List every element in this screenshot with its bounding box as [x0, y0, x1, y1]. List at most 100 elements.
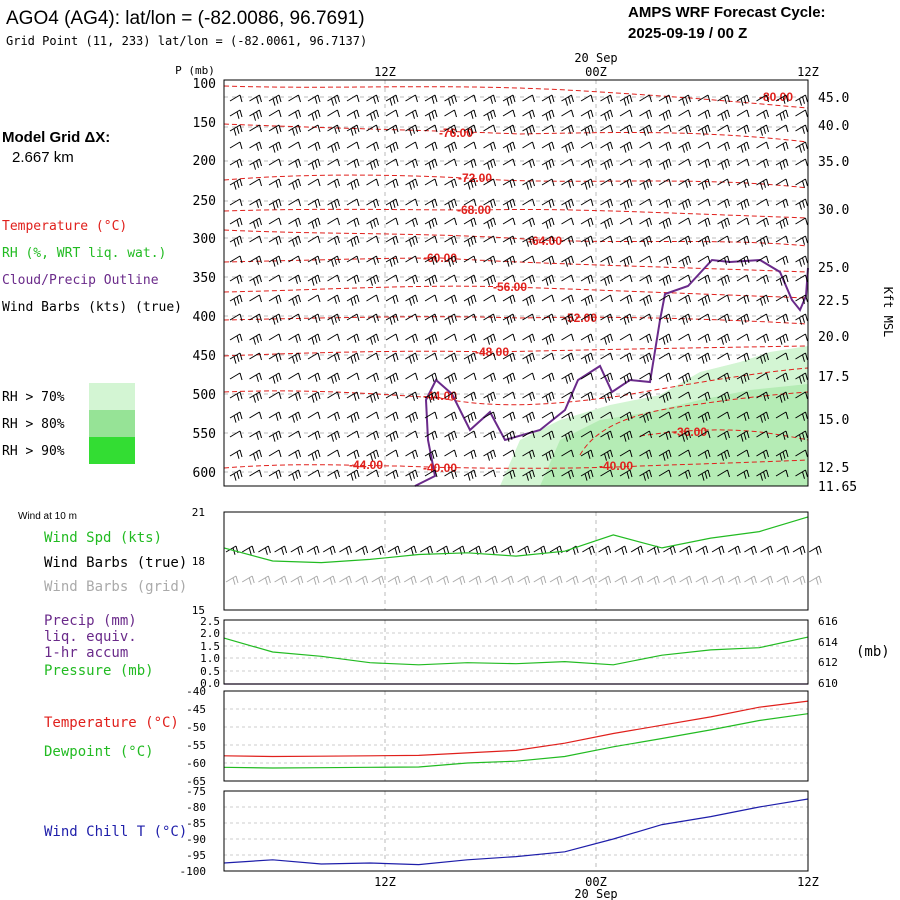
wind-barb	[366, 178, 379, 187]
wind-barb	[619, 313, 633, 325]
wind-barb	[346, 109, 360, 119]
bottom-tick-12z-b: 12Z	[797, 875, 819, 889]
wind-barb	[717, 178, 730, 187]
top-tick-12z-b: 12Z	[797, 65, 819, 79]
wind-barb	[483, 430, 496, 440]
wind-barb	[697, 255, 711, 264]
wind-barb	[600, 274, 613, 286]
windchill-series	[223, 798, 809, 866]
wind-barb	[327, 274, 340, 283]
wind-barb	[229, 352, 243, 364]
wind-barb	[795, 124, 808, 134]
wind-barb	[307, 333, 321, 345]
wind-barb	[639, 294, 652, 306]
wind-barb	[229, 198, 243, 207]
wind-barb	[795, 430, 808, 442]
rh-legend: RH > 70% RH > 80% RH > 90%	[2, 383, 135, 464]
wind-barb-true	[630, 545, 644, 555]
pressure-axis-title: P (mb)	[175, 64, 215, 77]
wind-barb	[424, 449, 438, 461]
contour-48	[223, 345, 809, 357]
precip-label-3: 1-hr accum	[44, 645, 128, 661]
wind-barb	[444, 391, 457, 400]
wind-barb	[600, 235, 613, 244]
contour-label-44: -44.00	[423, 389, 457, 403]
wind-barb-grid	[598, 575, 612, 585]
wind-barb	[346, 294, 360, 306]
wind-barb	[795, 274, 808, 283]
wind-barb	[502, 294, 516, 304]
wind-barb-true	[744, 545, 757, 555]
wind-barb	[697, 294, 711, 306]
wind-frame	[223, 511, 809, 611]
wind-barb	[541, 94, 555, 104]
wind-barb	[639, 158, 652, 168]
wind-barb	[444, 294, 457, 304]
wind-barb	[463, 333, 477, 343]
wind-barb	[756, 158, 769, 168]
wind-barb-true	[290, 545, 304, 555]
rh90-swatch	[89, 437, 135, 464]
wind-barb	[619, 391, 633, 400]
wind-barb	[600, 178, 613, 187]
wind-barb	[307, 178, 321, 187]
p-tick-550: 550	[193, 427, 216, 442]
wind-barb	[619, 255, 633, 267]
wind-barb	[346, 333, 360, 343]
wind-barb	[756, 109, 769, 119]
wind-barb	[678, 274, 691, 283]
wind-barb-true	[598, 545, 612, 555]
temp-tick-65: -65	[186, 775, 206, 788]
wind-barb	[463, 124, 477, 136]
wind-barb	[483, 294, 496, 303]
wind-barb	[697, 274, 711, 284]
wind-barb	[424, 141, 438, 151]
wind-barb	[561, 411, 574, 421]
wind-barb	[541, 469, 555, 478]
wind-barb	[639, 94, 652, 103]
wind-barb	[678, 469, 691, 479]
wind-barb	[463, 449, 477, 459]
pressure-label: Pressure (mb)	[44, 663, 154, 679]
precip-series	[223, 636, 809, 685]
wind-barb-grid	[744, 575, 757, 585]
wind-barb-grid	[663, 575, 676, 585]
wind-barb-true	[274, 545, 288, 555]
contour-label-64: -64.00	[528, 234, 562, 248]
wind-barb-true	[727, 545, 741, 555]
wind-barb	[366, 217, 379, 229]
wind-barb	[268, 178, 282, 188]
wind-barb	[366, 94, 379, 104]
contour-label-60: -60.00	[423, 251, 457, 265]
wind-barb	[658, 94, 672, 104]
wind-barb	[463, 411, 477, 423]
wind-barb	[795, 198, 808, 210]
wind-barb	[541, 217, 555, 229]
contour-44	[223, 367, 809, 406]
temp-tick-50: -50	[186, 721, 206, 734]
wind-barb	[229, 94, 243, 103]
wind-barb	[366, 255, 379, 265]
wind-barb	[736, 198, 750, 210]
wind-barb	[736, 352, 750, 362]
wind-barb-true	[711, 545, 725, 555]
wind-barb	[424, 158, 438, 170]
wind-barb	[385, 141, 399, 153]
wind-barb	[795, 352, 808, 362]
wind-barb	[463, 294, 477, 306]
wind-barb	[795, 141, 808, 153]
wind-barb	[249, 109, 262, 121]
wind-barbs-grid-label: Wind Barbs (grid)	[44, 579, 187, 595]
wind-barb	[639, 198, 652, 207]
wind-barb	[756, 94, 769, 103]
wind-barb-grid	[565, 575, 579, 585]
wind-barb	[366, 109, 379, 121]
p-tick-450: 450	[193, 349, 216, 364]
wind-barb	[483, 124, 496, 133]
wind-barb	[717, 274, 730, 286]
wind-barb	[600, 469, 613, 478]
wind-barb	[483, 94, 496, 104]
legend-temperature: Temperature (°C)	[2, 219, 127, 234]
wind-barb	[561, 352, 574, 362]
wind-barb	[424, 274, 438, 286]
